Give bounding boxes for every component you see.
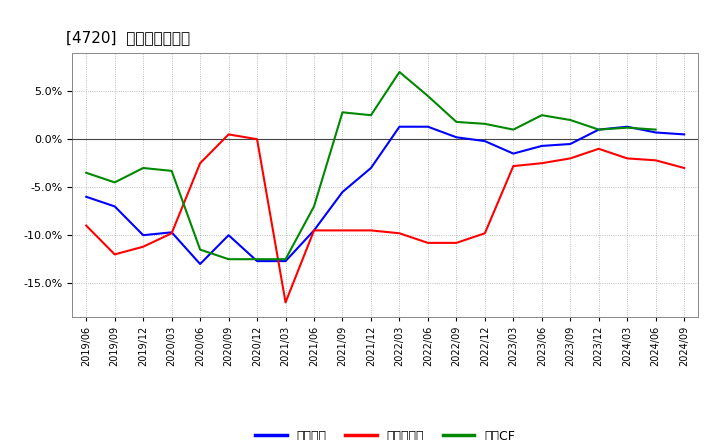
Line: 営業CF: 営業CF [86,72,656,259]
営業CF [452,119,461,125]
営業CF [310,204,318,209]
営業CF [395,70,404,75]
経常利益 [225,233,233,238]
Line: 経常利益: 経常利益 [86,127,684,264]
営業CF [652,127,660,132]
営業CF [509,127,518,132]
経常利益 [82,194,91,199]
営業CF [196,247,204,252]
経常利益 [139,233,148,238]
経常利益 [167,230,176,235]
当期純利益 [310,228,318,233]
営業CF [167,168,176,173]
営業CF [139,165,148,171]
当期純利益 [480,231,489,236]
営業CF [480,121,489,126]
経常利益 [595,127,603,132]
当期純利益 [196,161,204,166]
営業CF [537,113,546,118]
当期純利益 [366,228,375,233]
Line: 当期純利益: 当期純利益 [86,134,684,302]
当期純利益 [110,252,119,257]
経常利益 [366,165,375,171]
営業CF [566,117,575,123]
経常利益 [509,151,518,156]
当期純利益 [225,132,233,137]
経常利益 [452,135,461,140]
当期純利益 [509,163,518,169]
当期純利益 [282,300,290,305]
経常利益 [110,204,119,209]
営業CF [253,257,261,262]
営業CF [423,93,432,99]
営業CF [82,170,91,176]
経常利益 [423,124,432,129]
当期純利益 [167,231,176,236]
当期純利益 [338,228,347,233]
営業CF [595,127,603,132]
経常利益 [310,228,318,233]
経常利益 [652,130,660,135]
当期純利益 [452,240,461,246]
経常利益 [282,258,290,264]
当期純利益 [566,156,575,161]
経常利益 [623,124,631,129]
経常利益 [253,258,261,264]
営業CF [623,125,631,130]
当期純利益 [537,161,546,166]
営業CF [338,110,347,115]
営業CF [110,180,119,185]
経常利益 [537,143,546,149]
経常利益 [395,124,404,129]
当期純利益 [139,244,148,249]
経常利益 [196,261,204,267]
営業CF [225,257,233,262]
経常利益 [680,132,688,137]
当期純利益 [253,136,261,142]
当期純利益 [623,156,631,161]
当期純利益 [652,158,660,163]
営業CF [366,113,375,118]
Text: [4720]  マージンの推移: [4720] マージンの推移 [66,29,190,45]
営業CF [282,257,290,262]
当期純利益 [395,231,404,236]
当期純利益 [595,146,603,151]
Legend: 経常利益, 当期純利益, 営業CF: 経常利益, 当期純利益, 営業CF [251,425,520,440]
経常利益 [480,139,489,144]
当期純利益 [423,240,432,246]
経常利益 [338,189,347,194]
当期純利益 [680,165,688,171]
経常利益 [566,141,575,147]
当期純利益 [82,223,91,228]
